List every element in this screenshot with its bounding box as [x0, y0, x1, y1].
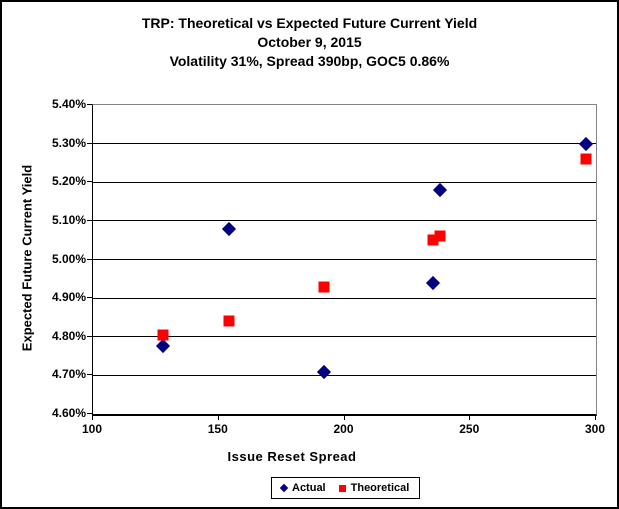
- y-tick-label: 4.70%: [51, 367, 86, 382]
- x-axis-tick: [469, 415, 471, 420]
- y-axis-tick: [87, 335, 92, 337]
- y-axis-tick: [87, 297, 92, 299]
- plot-area: [92, 104, 597, 416]
- y-tick-label: 5.00%: [51, 251, 86, 266]
- x-tick-label: 200: [333, 422, 354, 436]
- y-axis-tick: [87, 374, 92, 376]
- gridline: [93, 143, 596, 145]
- data-point-actual: [156, 339, 171, 354]
- y-axis-title: Expected Future Current Yield: [19, 164, 35, 352]
- y-tick-label: 5.10%: [51, 212, 86, 227]
- chart-subtitle-params: Volatility 31%, Spread 390bp, GOC5 0.86%: [169, 53, 450, 69]
- x-tick-label: 250: [459, 422, 480, 436]
- data-point-actual: [425, 275, 440, 290]
- legend: Actual Theoretical: [271, 477, 421, 499]
- chart-title-block: TRP: Theoretical vs Expected Future Curr…: [2, 14, 617, 71]
- legend-item-actual: Actual: [279, 482, 326, 494]
- y-tick-label: 5.20%: [51, 174, 86, 189]
- legend-label: Theoretical: [350, 482, 410, 494]
- gridline: [93, 297, 596, 299]
- gridline: [93, 374, 596, 376]
- x-axis-tick: [595, 415, 596, 420]
- y-tick-label: 4.80%: [51, 328, 86, 343]
- y-tick-label: 5.40%: [51, 97, 86, 111]
- x-tick-label: 300: [584, 422, 606, 436]
- x-tick-label: 150: [207, 422, 228, 436]
- y-axis-tick: [87, 413, 92, 414]
- legend-item-theoretical: Theoretical: [338, 482, 410, 494]
- gridline: [93, 336, 596, 338]
- gridline: [93, 259, 596, 260]
- data-point-theoretical: [157, 329, 169, 341]
- x-axis-tick: [92, 415, 93, 420]
- data-point-theoretical: [318, 281, 330, 293]
- diamond-icon: [279, 483, 289, 493]
- data-point-actual: [221, 221, 236, 236]
- y-axis-tick: [87, 142, 92, 144]
- y-tick-label: 5.30%: [51, 135, 86, 150]
- x-axis-tick: [217, 415, 219, 420]
- data-point-actual: [578, 136, 594, 151]
- data-point-theoretical: [580, 153, 592, 165]
- gridline: [93, 181, 596, 183]
- data-point-theoretical: [434, 230, 446, 242]
- gridline: [93, 220, 596, 222]
- data-point-actual: [432, 182, 448, 198]
- legend-label: Actual: [292, 482, 326, 494]
- data-point-theoretical: [427, 234, 439, 246]
- chart-title: TRP: Theoretical vs Expected Future Curr…: [141, 15, 478, 31]
- y-axis-tick: [87, 181, 92, 183]
- y-axis-tick: [87, 219, 92, 221]
- x-axis-tick: [343, 415, 345, 420]
- square-icon: [338, 484, 346, 492]
- y-tick-label: 4.60%: [51, 406, 86, 420]
- chart-subtitle-date: October 9, 2015: [257, 34, 362, 50]
- x-axis-title: Issue Reset Spread: [227, 449, 357, 464]
- y-axis-tick: [87, 258, 92, 260]
- y-tick-label: 4.90%: [51, 290, 86, 305]
- data-point-theoretical: [223, 315, 235, 327]
- data-point-actual: [317, 364, 332, 379]
- x-tick-label: 100: [81, 422, 103, 436]
- y-axis-tick: [87, 104, 92, 105]
